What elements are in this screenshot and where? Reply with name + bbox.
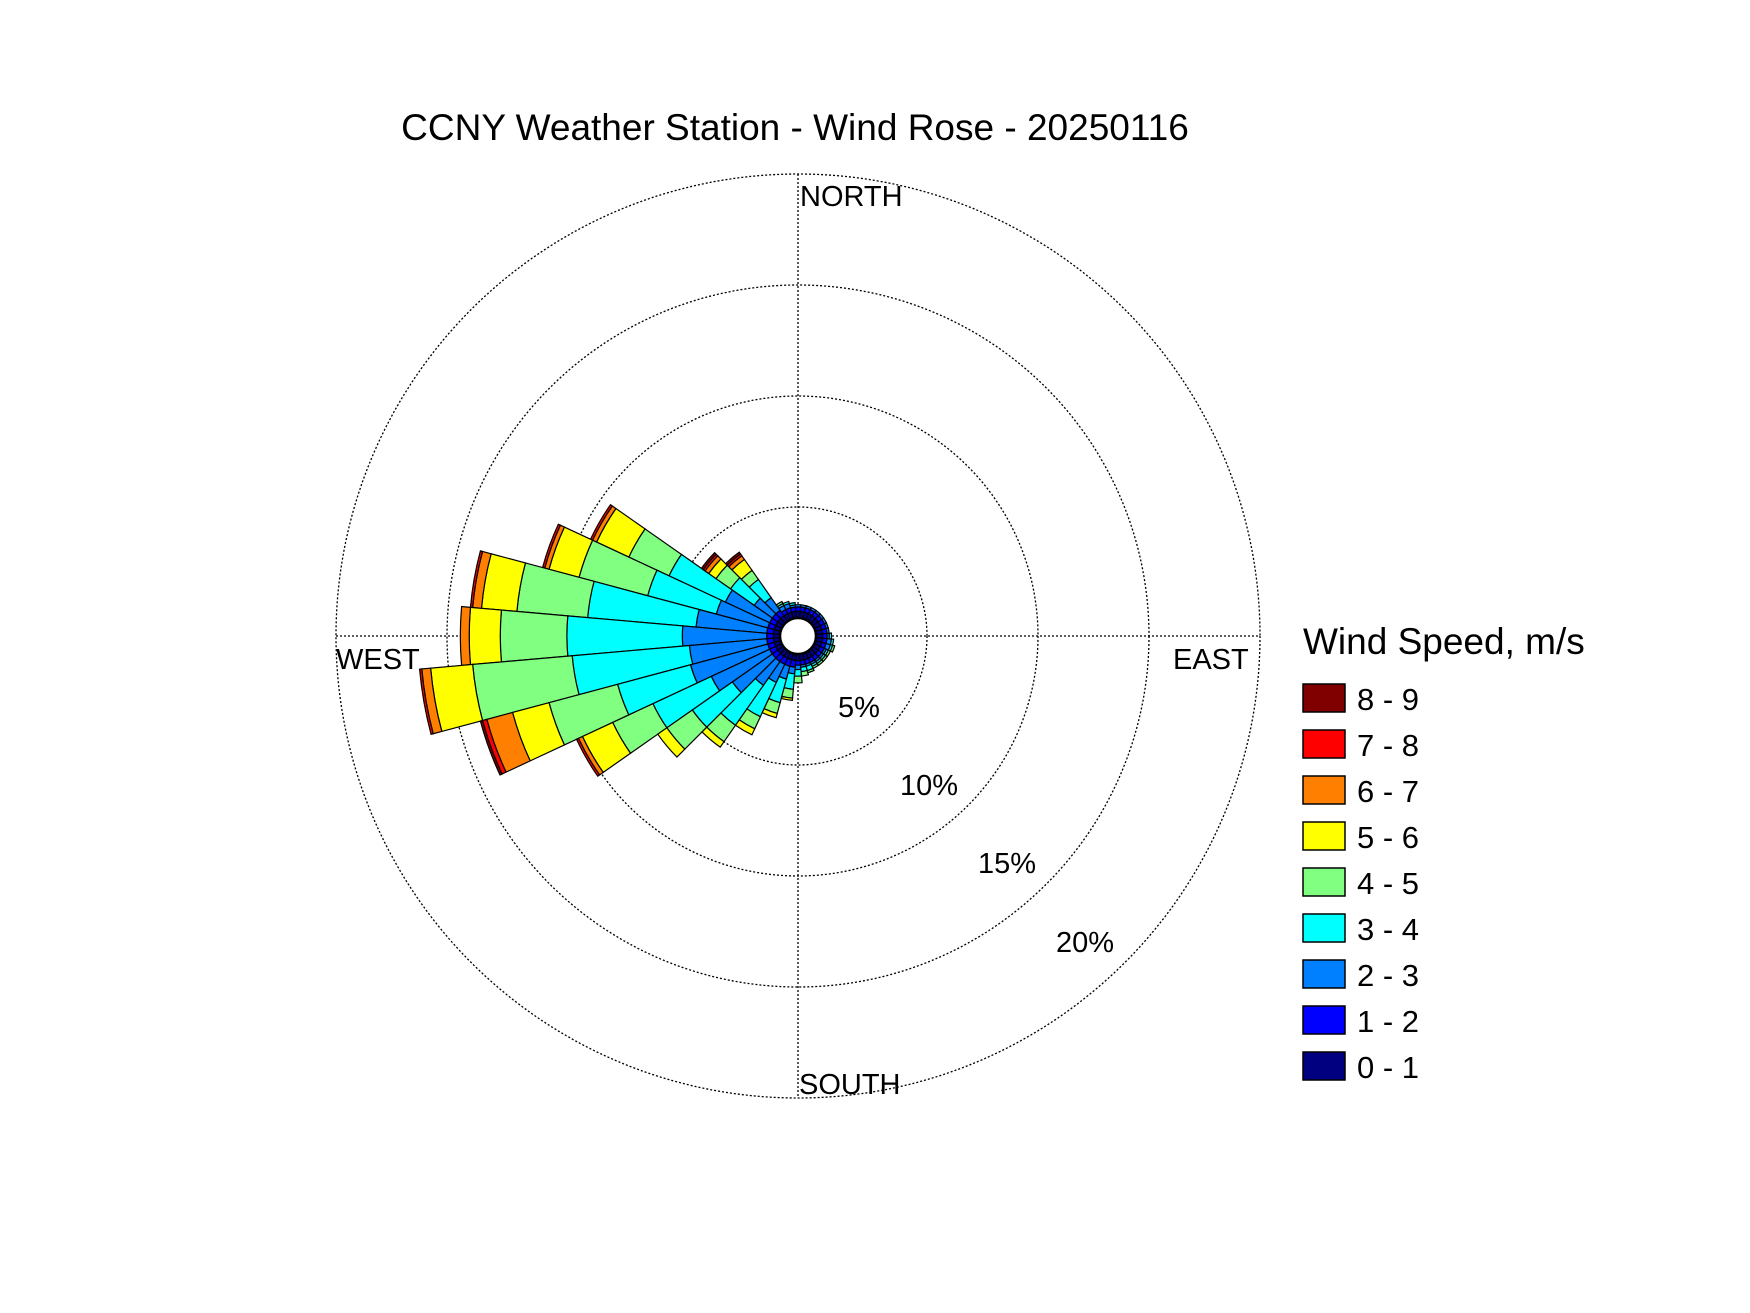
grid-overlay — [778, 616, 818, 656]
wedge-230deg-bin-5 — [656, 726, 686, 758]
legend-swatch-8-9 — [1302, 683, 1346, 713]
legend-title: Wind Speed, m/s — [1303, 621, 1585, 662]
legend-label-7-8: 7 - 8 — [1357, 728, 1419, 763]
direction-label-east: EAST — [1173, 644, 1249, 676]
legend: Wind Speed, m/s 8 - 9 7 - 8 6 - 7 5 - 6 … — [1302, 621, 1585, 1085]
wedge-300deg-bin-7 — [589, 503, 614, 541]
wedge-220deg-bin-5 — [701, 726, 725, 748]
legend-swatch-0-1 — [1302, 1051, 1346, 1081]
wedge-260deg-bin-7 — [418, 668, 434, 736]
wedge-190deg-bin-5 — [780, 695, 794, 702]
wind-rose-bars — [418, 503, 836, 778]
wedge-160deg-bin-4 — [806, 667, 815, 674]
wedge-310deg-bin-8 — [700, 551, 718, 571]
direction-label-south: SOUTH — [799, 1069, 901, 1101]
legend-swatch-7-8 — [1302, 729, 1346, 759]
chart-title: CCNY Weather Station - Wind Rose - 20250… — [401, 107, 1189, 148]
direction-label-north: NORTH — [800, 181, 903, 213]
wedge-270deg-bin-5 — [468, 606, 503, 666]
wedge-180deg-bin-4 — [793, 675, 803, 684]
wedge-100deg-bin-3 — [829, 638, 835, 646]
legend-swatch-2-3 — [1302, 959, 1346, 989]
legend-label-1-2: 1 - 2 — [1357, 1004, 1419, 1039]
wedge-280deg-bin-7 — [469, 550, 484, 609]
legend-swatch-3-4 — [1302, 913, 1346, 943]
legend-label-4-5: 4 - 5 — [1357, 866, 1419, 901]
wedge-270deg-bin-4 — [499, 609, 569, 663]
wedge-240deg-bin-7 — [575, 737, 601, 778]
wedge-10deg-bin-2 — [799, 604, 807, 609]
legend-label-3-4: 3 - 4 — [1357, 912, 1419, 947]
wedge-210deg-bin-5 — [734, 719, 756, 736]
legend-label-2-3: 2 - 3 — [1357, 958, 1419, 993]
legend-swatch-6-7 — [1302, 775, 1346, 805]
wedge-170deg-bin-4 — [800, 669, 810, 677]
legend-label-6-7: 6 - 7 — [1357, 774, 1419, 809]
wedge-270deg-bin-6 — [459, 605, 472, 667]
direction-label-west: WEST — [336, 644, 420, 676]
legend-label-5-6: 5 - 6 — [1357, 820, 1419, 855]
wedge-110deg-bin-4 — [829, 644, 836, 653]
radial-tick-label-10: 10% — [900, 770, 958, 802]
legend-label-8-9: 8 - 9 — [1357, 682, 1419, 717]
legend-swatch-4-5 — [1302, 867, 1346, 897]
wedge-90deg-bin-3 — [828, 632, 833, 640]
wedge-200deg-bin-5 — [761, 707, 778, 719]
legend-label-0-1: 0 - 1 — [1357, 1050, 1419, 1085]
radial-tick-label-20: 20% — [1056, 927, 1114, 959]
wedge-0deg-bin-2 — [794, 604, 802, 608]
center-hole — [778, 616, 818, 656]
radial-tick-label-5: 5% — [838, 692, 880, 724]
wedge-290deg-bin-7 — [541, 523, 562, 569]
legend-swatch-1-2 — [1302, 1005, 1346, 1035]
wedge-320deg-bin-8 — [724, 551, 742, 567]
radial-tick-label-15: 15% — [978, 848, 1036, 880]
legend-swatch-5-6 — [1302, 821, 1346, 851]
wedge-250deg-bin-8 — [479, 719, 503, 776]
